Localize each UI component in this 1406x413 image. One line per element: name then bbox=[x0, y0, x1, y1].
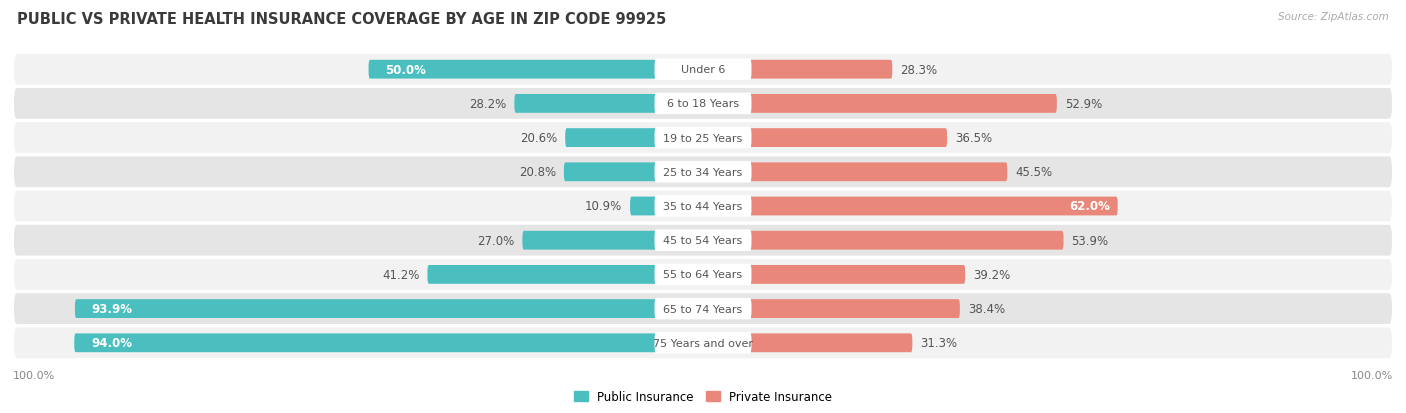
FancyBboxPatch shape bbox=[75, 334, 703, 352]
FancyBboxPatch shape bbox=[703, 265, 965, 284]
FancyBboxPatch shape bbox=[655, 161, 751, 183]
Text: 6 to 18 Years: 6 to 18 Years bbox=[666, 99, 740, 109]
Text: 19 to 25 Years: 19 to 25 Years bbox=[664, 133, 742, 143]
Text: 28.2%: 28.2% bbox=[470, 97, 506, 111]
FancyBboxPatch shape bbox=[14, 328, 1392, 358]
FancyBboxPatch shape bbox=[655, 196, 751, 217]
FancyBboxPatch shape bbox=[427, 265, 703, 284]
FancyBboxPatch shape bbox=[655, 59, 751, 81]
Legend: Public Insurance, Private Insurance: Public Insurance, Private Insurance bbox=[569, 385, 837, 408]
Text: 36.5%: 36.5% bbox=[955, 132, 993, 145]
FancyBboxPatch shape bbox=[655, 128, 751, 149]
Text: 75 Years and over: 75 Years and over bbox=[652, 338, 754, 348]
Text: PUBLIC VS PRIVATE HEALTH INSURANCE COVERAGE BY AGE IN ZIP CODE 99925: PUBLIC VS PRIVATE HEALTH INSURANCE COVER… bbox=[17, 12, 666, 27]
Text: 94.0%: 94.0% bbox=[91, 337, 132, 349]
FancyBboxPatch shape bbox=[703, 231, 1063, 250]
FancyBboxPatch shape bbox=[14, 259, 1392, 290]
FancyBboxPatch shape bbox=[703, 334, 912, 352]
Text: 53.9%: 53.9% bbox=[1071, 234, 1109, 247]
Text: 20.6%: 20.6% bbox=[520, 132, 557, 145]
FancyBboxPatch shape bbox=[14, 157, 1392, 188]
Text: 20.8%: 20.8% bbox=[519, 166, 555, 179]
Text: 45 to 54 Years: 45 to 54 Years bbox=[664, 236, 742, 246]
Text: 41.2%: 41.2% bbox=[382, 268, 419, 281]
FancyBboxPatch shape bbox=[14, 225, 1392, 256]
FancyBboxPatch shape bbox=[523, 231, 703, 250]
Text: Source: ZipAtlas.com: Source: ZipAtlas.com bbox=[1278, 12, 1389, 22]
FancyBboxPatch shape bbox=[655, 332, 751, 354]
FancyBboxPatch shape bbox=[14, 55, 1392, 85]
Text: 39.2%: 39.2% bbox=[973, 268, 1011, 281]
FancyBboxPatch shape bbox=[14, 89, 1392, 119]
Text: 27.0%: 27.0% bbox=[477, 234, 515, 247]
FancyBboxPatch shape bbox=[630, 197, 703, 216]
Text: 10.9%: 10.9% bbox=[585, 200, 621, 213]
Text: 45.5%: 45.5% bbox=[1015, 166, 1053, 179]
FancyBboxPatch shape bbox=[565, 129, 703, 148]
FancyBboxPatch shape bbox=[703, 299, 960, 318]
FancyBboxPatch shape bbox=[703, 163, 1007, 182]
FancyBboxPatch shape bbox=[703, 197, 1118, 216]
FancyBboxPatch shape bbox=[703, 95, 1057, 114]
Text: 55 to 64 Years: 55 to 64 Years bbox=[664, 270, 742, 280]
FancyBboxPatch shape bbox=[703, 129, 948, 148]
Text: 35 to 44 Years: 35 to 44 Years bbox=[664, 202, 742, 211]
Text: 50.0%: 50.0% bbox=[385, 64, 426, 76]
Text: 31.3%: 31.3% bbox=[921, 337, 957, 349]
Text: 62.0%: 62.0% bbox=[1069, 200, 1109, 213]
FancyBboxPatch shape bbox=[564, 163, 703, 182]
Text: 65 to 74 Years: 65 to 74 Years bbox=[664, 304, 742, 314]
Text: 93.9%: 93.9% bbox=[91, 302, 132, 316]
FancyBboxPatch shape bbox=[655, 264, 751, 285]
FancyBboxPatch shape bbox=[368, 61, 703, 79]
Text: 28.3%: 28.3% bbox=[900, 64, 938, 76]
FancyBboxPatch shape bbox=[655, 230, 751, 252]
FancyBboxPatch shape bbox=[515, 95, 703, 114]
FancyBboxPatch shape bbox=[655, 93, 751, 115]
FancyBboxPatch shape bbox=[14, 294, 1392, 324]
FancyBboxPatch shape bbox=[655, 298, 751, 320]
FancyBboxPatch shape bbox=[14, 123, 1392, 154]
Text: 38.4%: 38.4% bbox=[967, 302, 1005, 316]
FancyBboxPatch shape bbox=[14, 191, 1392, 222]
FancyBboxPatch shape bbox=[75, 299, 703, 318]
FancyBboxPatch shape bbox=[703, 61, 893, 79]
Text: Under 6: Under 6 bbox=[681, 65, 725, 75]
Text: 52.9%: 52.9% bbox=[1064, 97, 1102, 111]
Text: 25 to 34 Years: 25 to 34 Years bbox=[664, 167, 742, 177]
